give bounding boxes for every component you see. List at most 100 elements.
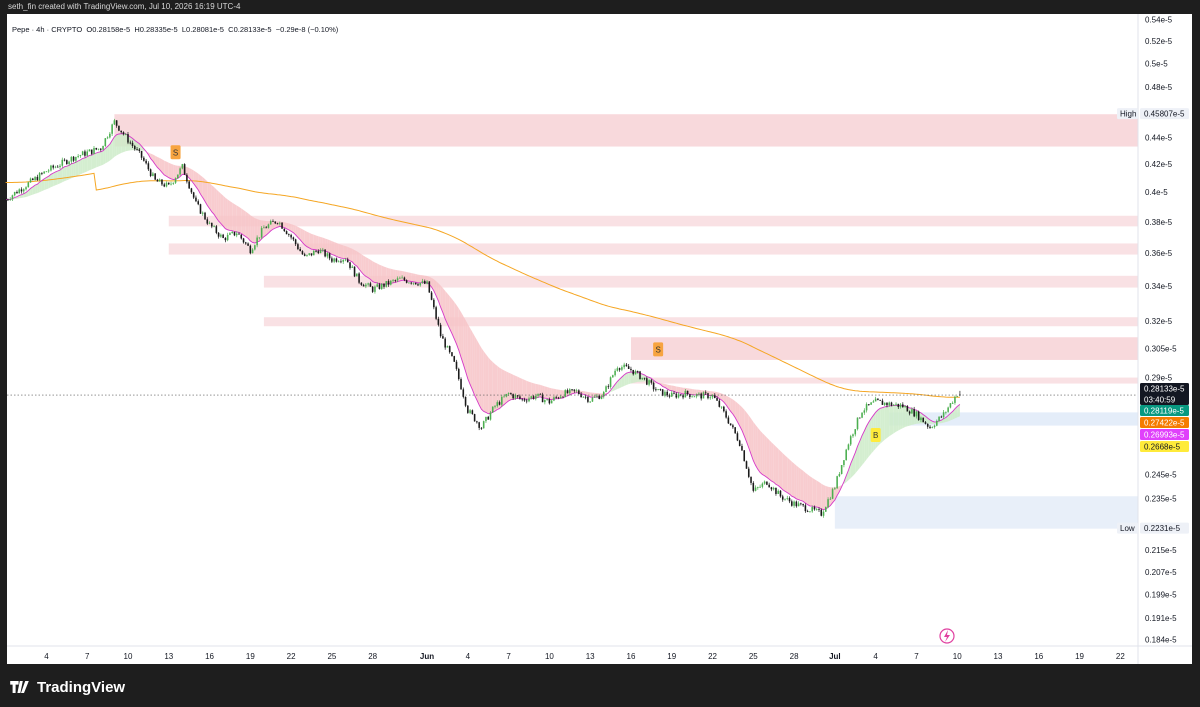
ma-ribbon-segment xyxy=(137,141,140,151)
candle-body xyxy=(827,499,829,508)
ma-ribbon-segment xyxy=(467,324,471,385)
candle-body xyxy=(448,346,451,353)
candle-body xyxy=(215,226,218,233)
ma-ribbon-segment xyxy=(719,392,722,401)
brand-name: TradingView xyxy=(37,678,126,696)
candle-body xyxy=(666,391,668,396)
ma-ribbon-segment xyxy=(780,450,783,490)
candle-body xyxy=(403,277,406,281)
candle-body xyxy=(97,148,100,150)
ma-ribbon-segment xyxy=(474,336,477,401)
candle-body xyxy=(342,259,345,262)
candle-body xyxy=(455,361,458,369)
candle-body xyxy=(399,277,401,279)
ma-ribbon-segment xyxy=(381,265,384,285)
candle-body xyxy=(491,406,494,413)
ma-ribbon-segment xyxy=(239,206,242,234)
candle-body xyxy=(564,390,567,397)
candle-body xyxy=(254,245,256,250)
candle-body xyxy=(122,132,125,135)
candle-body xyxy=(566,390,569,394)
candle-body xyxy=(530,396,533,399)
candle-body xyxy=(786,498,789,499)
ma-ribbon-segment xyxy=(472,332,475,396)
ma-ribbon-segment xyxy=(257,219,260,242)
candle-body xyxy=(485,416,487,422)
candle-body xyxy=(646,378,648,385)
ma-ribbon-segment xyxy=(753,421,756,466)
candle-body xyxy=(77,156,79,157)
ma-ribbon-segment xyxy=(202,177,206,202)
change-value: −0.29e-8 (−0.10%) xyxy=(275,25,339,34)
price-label-box xyxy=(1140,405,1189,416)
ma-ribbon-segment xyxy=(374,262,378,283)
candle-body xyxy=(804,505,807,512)
ma-ribbon-segment xyxy=(771,442,774,483)
ma-ribbon-segment xyxy=(252,216,255,243)
candle-body xyxy=(931,427,934,428)
signal-marker xyxy=(653,342,664,357)
candle-body xyxy=(233,231,236,236)
candle-body xyxy=(9,199,11,200)
candle-body xyxy=(813,506,816,510)
ma-ribbon-segment xyxy=(814,479,817,508)
candle-body xyxy=(757,487,759,488)
ma-ribbon-segment xyxy=(71,163,74,179)
candle-body xyxy=(587,396,589,402)
candle-body xyxy=(303,254,306,256)
candle-body xyxy=(693,396,696,398)
y-tick-label: 0.48e-5 xyxy=(1145,83,1173,92)
candle-body xyxy=(897,403,900,408)
close-value: 0.28133e-5 xyxy=(233,25,272,34)
ma-ribbon-segment xyxy=(449,296,452,334)
ma-ribbon-segment xyxy=(241,208,244,236)
candle-body xyxy=(607,386,610,388)
ma-ribbon-segment xyxy=(490,359,493,414)
ma-ribbon-segment xyxy=(189,168,192,181)
ma-ribbon-segment xyxy=(481,347,484,412)
candle-body xyxy=(81,151,84,156)
ma-ribbon-segment xyxy=(214,187,217,218)
ma-ribbon-segment xyxy=(728,396,731,412)
ma-ribbon-segment xyxy=(821,483,824,510)
ma-ribbon-segment xyxy=(161,159,165,175)
high-value: 0.28335e-5 xyxy=(139,25,178,34)
candle-body xyxy=(439,324,442,337)
ma-ribbon-segment xyxy=(950,411,953,421)
x-tick-label: 13 xyxy=(586,652,595,661)
candle-body xyxy=(904,406,906,408)
ma-ribbon-segment xyxy=(773,444,776,485)
candle-body xyxy=(446,346,449,348)
ma-ribbon-segment xyxy=(442,288,446,319)
ema-fast-line xyxy=(5,133,961,511)
candle-body xyxy=(138,149,141,151)
ma-ribbon-segment xyxy=(488,357,491,414)
candle-body xyxy=(578,390,580,395)
ma-ribbon-segment xyxy=(626,372,629,385)
candle-body xyxy=(369,283,372,287)
ma-ribbon-segment xyxy=(379,264,382,284)
x-tick-label: 7 xyxy=(506,652,511,661)
candle-body xyxy=(306,254,308,256)
ma-ribbon-segment xyxy=(316,235,319,251)
ma-ribbon-segment xyxy=(336,242,339,258)
candle-body xyxy=(591,397,594,402)
candle-body xyxy=(27,182,30,188)
candle-body xyxy=(66,160,68,165)
candle-body xyxy=(770,487,773,490)
candle-body xyxy=(260,228,263,238)
ma-ribbon-segment xyxy=(209,183,212,212)
ma-ribbon-segment xyxy=(857,440,860,471)
candle-body xyxy=(158,179,161,182)
candle-body xyxy=(317,251,320,254)
candle-body xyxy=(41,173,43,174)
x-tick-label: 28 xyxy=(368,652,377,661)
ma-ribbon-segment xyxy=(66,165,70,181)
candle-body xyxy=(435,307,437,319)
ma-ribbon-segment xyxy=(57,170,61,185)
candle-body xyxy=(290,234,292,238)
price-label-text: 0.45807e-5 xyxy=(1144,110,1185,119)
candle-body xyxy=(229,233,231,235)
candle-body xyxy=(892,404,895,406)
